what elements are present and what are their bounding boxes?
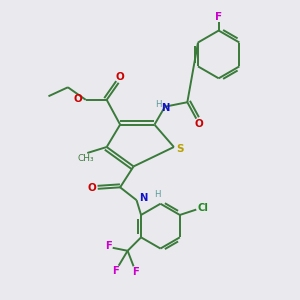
Text: F: F — [112, 266, 119, 276]
Text: F: F — [132, 267, 139, 277]
Text: Cl: Cl — [197, 203, 208, 213]
Text: F: F — [105, 241, 112, 251]
Text: O: O — [88, 183, 97, 193]
Text: CH₃: CH₃ — [77, 154, 94, 164]
Text: N: N — [161, 103, 170, 113]
Text: H: H — [155, 100, 162, 109]
Text: H: H — [154, 190, 161, 199]
Text: N: N — [140, 193, 148, 203]
Text: F: F — [215, 12, 222, 22]
Text: O: O — [194, 119, 203, 129]
Text: S: S — [177, 143, 184, 154]
Text: O: O — [74, 94, 82, 103]
Text: O: O — [116, 72, 124, 82]
